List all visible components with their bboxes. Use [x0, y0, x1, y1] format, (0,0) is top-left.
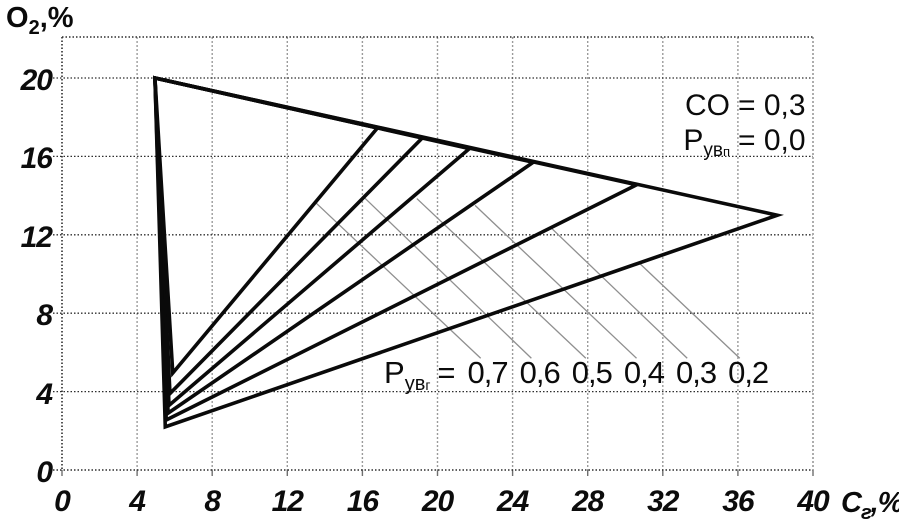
x-axis-title-suffix: ,%	[870, 487, 899, 519]
leader-line	[315, 201, 482, 359]
x-tick-label: 40	[797, 485, 829, 518]
y-tick-label: 12	[20, 220, 53, 254]
curve-label-values: 0,7 0,6 0,5 0,4 0,3 0,2	[468, 355, 781, 390]
x-axis-title-subscript: г	[860, 502, 872, 524]
y-tick-label: 0	[36, 456, 53, 489]
curve-p-value: 0,3	[675, 355, 717, 390]
annotation-puvp-name: Рувп	[683, 124, 730, 161]
curve-label-equals: =	[437, 355, 456, 390]
x-tick-label: 16	[346, 485, 379, 518]
x-tick-label: 20	[421, 485, 454, 518]
y-tick-label: 8	[36, 299, 53, 333]
y-axis-title-base: O	[6, 2, 29, 34]
x-tick-label: 28	[572, 485, 604, 518]
leader-line	[474, 204, 637, 359]
y-axis-title-suffix: ,%	[39, 2, 74, 34]
annotation-co-value: = 0,3	[738, 89, 806, 122]
curve-family-label: Рувг = 0,7 0,6 0,5 0,4 0,3 0,2	[384, 356, 780, 402]
x-tick-label: 12	[271, 485, 304, 518]
x-tick-label: 0	[54, 485, 71, 518]
x-tick-label: 4	[129, 485, 146, 518]
leader-line	[637, 261, 741, 359]
x-tick-label: 24	[496, 485, 529, 518]
curve-label-subscript: ув	[404, 373, 426, 395]
annotation-box: CO = 0,3 Рувп = 0,0	[658, 88, 806, 169]
x-axis-title-base: C	[841, 487, 862, 519]
y-tick-label: 16	[20, 142, 53, 176]
y-axis-title-subscript: 2	[28, 17, 40, 39]
y-tick-label: 4	[36, 377, 53, 411]
leader-line	[416, 198, 587, 359]
x-tick-label: 8	[204, 485, 221, 518]
curve-p-value: 0,5	[571, 355, 613, 390]
annotation-puvp-value: = 0,0	[738, 124, 806, 157]
x-tick-label: 36	[722, 485, 754, 518]
curve-p-value: 0,6	[519, 355, 561, 390]
triangle-curve	[153, 75, 784, 430]
curve-label-subscript-2: г	[425, 377, 431, 393]
x-axis-title: Cг,%	[841, 488, 899, 528]
curve-p-value: 0,7	[467, 355, 509, 390]
curve-p-value: 0,2	[728, 355, 769, 390]
x-tick-label: 32	[647, 485, 679, 518]
annotation-co-name: CO	[685, 89, 730, 122]
curve-p-value: 0,4	[623, 355, 665, 390]
curve-label-symbol: Р	[384, 355, 405, 390]
y-axis-title: O2,%	[6, 3, 74, 43]
y-tick-label: 20	[20, 64, 53, 97]
leader-line	[549, 226, 688, 359]
